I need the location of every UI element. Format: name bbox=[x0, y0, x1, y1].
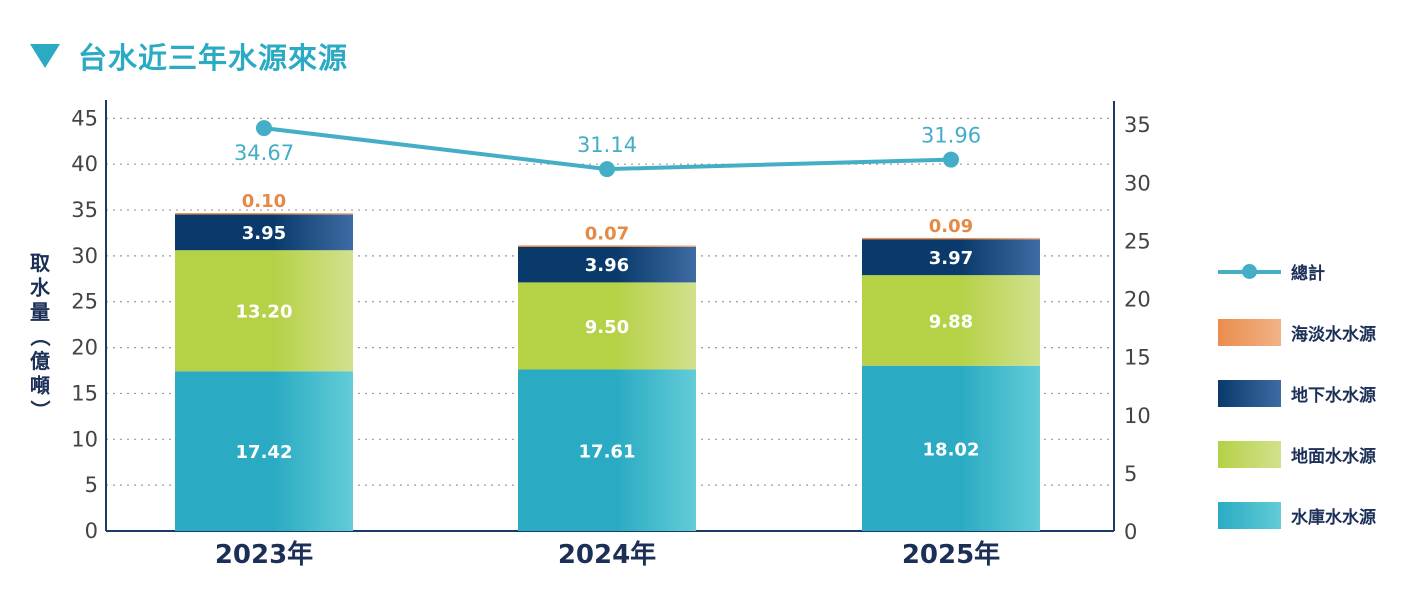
right-axis-tick-label: 35 bbox=[1124, 113, 1151, 137]
right-axis-tick-label: 25 bbox=[1124, 229, 1151, 253]
bar-segment bbox=[862, 238, 1040, 276]
right-axis-tick-label: 20 bbox=[1124, 288, 1151, 312]
bar-segment bbox=[175, 213, 353, 251]
total-point bbox=[943, 151, 959, 168]
left-axis-tick-label: 10 bbox=[71, 427, 98, 451]
total-data-label: 34.67 bbox=[234, 141, 294, 165]
data-label: 18.02 bbox=[923, 439, 980, 460]
y-axis-title-char: 水 bbox=[30, 276, 51, 300]
data-label: 9.50 bbox=[585, 317, 629, 338]
triangle-down-icon bbox=[30, 44, 60, 68]
chart-title-row: 台水近三年水源來源 bbox=[30, 36, 348, 76]
bar-segment bbox=[862, 275, 1040, 366]
y-axis-title-char: 億 bbox=[30, 349, 50, 373]
chart-title: 台水近三年水源來源 bbox=[78, 41, 349, 75]
legend-swatch-surface-water bbox=[1218, 440, 1281, 468]
data-label: 0.10 bbox=[242, 191, 286, 212]
bar-segment bbox=[175, 371, 353, 531]
data-label: 3.96 bbox=[585, 255, 629, 276]
bar-segment bbox=[862, 365, 1040, 531]
left-axis-tick-label: 45 bbox=[71, 106, 98, 130]
left-axis-tick-label: 5 bbox=[85, 473, 98, 497]
total-point bbox=[599, 161, 615, 178]
legend-item-desalination: 海淡水水源 bbox=[1218, 317, 1376, 347]
data-label: 17.42 bbox=[236, 442, 293, 463]
y-axis-title-char: ） bbox=[28, 400, 52, 420]
bar-segment bbox=[518, 369, 696, 531]
data-label: 0.07 bbox=[585, 223, 629, 244]
legend-item-groundwater: 地下水水源 bbox=[1218, 378, 1376, 408]
bar-segment bbox=[175, 213, 353, 215]
data-label: 13.20 bbox=[236, 302, 293, 323]
legend-label-groundwater: 地下水水源 bbox=[1291, 385, 1376, 406]
x-axis-tick-label: 2023年 bbox=[215, 539, 313, 570]
legend-line-marker bbox=[1218, 258, 1281, 285]
left-axis-tick-label: 40 bbox=[71, 152, 98, 176]
bar-segment bbox=[518, 245, 696, 247]
bar-segment bbox=[518, 282, 696, 370]
legend-label-surface-water: 地面水水源 bbox=[1291, 446, 1376, 467]
bar-segment bbox=[518, 246, 696, 283]
legend-label-desalination: 海淡水水源 bbox=[1291, 324, 1376, 345]
data-label: 3.95 bbox=[242, 223, 286, 244]
legend-label-total: 總計 bbox=[1291, 263, 1325, 284]
x-axis-tick-label: 2025年 bbox=[902, 539, 1000, 570]
left-axis-tick-label: 15 bbox=[71, 381, 98, 405]
bar-segment bbox=[862, 237, 1040, 240]
y-axis-title-char: 取 bbox=[30, 251, 50, 275]
data-label: 3.97 bbox=[929, 248, 973, 269]
legend-item-reservoir: 水庫水水源 bbox=[1218, 500, 1376, 530]
bar-segment bbox=[175, 250, 353, 372]
left-axis-tick-label: 25 bbox=[71, 290, 98, 314]
right-axis-tick-label: 30 bbox=[1124, 171, 1151, 195]
right-axis-tick-label: 5 bbox=[1124, 462, 1137, 486]
right-axis-tick-label: 0 bbox=[1124, 520, 1137, 544]
data-label: 0.09 bbox=[929, 216, 973, 237]
legend-swatch-reservoir bbox=[1218, 501, 1281, 529]
x-axis-tick-label: 2024年 bbox=[558, 539, 656, 570]
left-axis-tick-label: 0 bbox=[85, 519, 98, 543]
legend-swatch-desalination bbox=[1218, 318, 1281, 346]
left-axis-tick-label: 30 bbox=[71, 244, 98, 268]
right-axis-tick-label: 10 bbox=[1124, 404, 1151, 428]
right-axis-tick-label: 15 bbox=[1124, 346, 1151, 370]
y-axis-title-char: （ bbox=[28, 327, 52, 347]
legend-item-total: 總計 bbox=[1218, 256, 1325, 286]
data-label: 9.88 bbox=[929, 311, 973, 332]
legend-item-surface-water: 地面水水源 bbox=[1218, 439, 1376, 469]
y-axis-title-char: 噸 bbox=[30, 374, 50, 398]
total-point bbox=[256, 120, 272, 137]
total-data-label: 31.14 bbox=[577, 133, 637, 157]
left-axis-tick-label: 20 bbox=[71, 336, 98, 360]
legend-swatch-groundwater bbox=[1218, 379, 1281, 407]
left-axis-tick-label: 35 bbox=[71, 198, 98, 222]
y-axis-title-char: 量 bbox=[30, 300, 50, 324]
legend-label-reservoir: 水庫水水源 bbox=[1291, 507, 1376, 528]
data-label: 17.61 bbox=[579, 441, 636, 462]
total-data-label: 31.96 bbox=[921, 124, 981, 148]
